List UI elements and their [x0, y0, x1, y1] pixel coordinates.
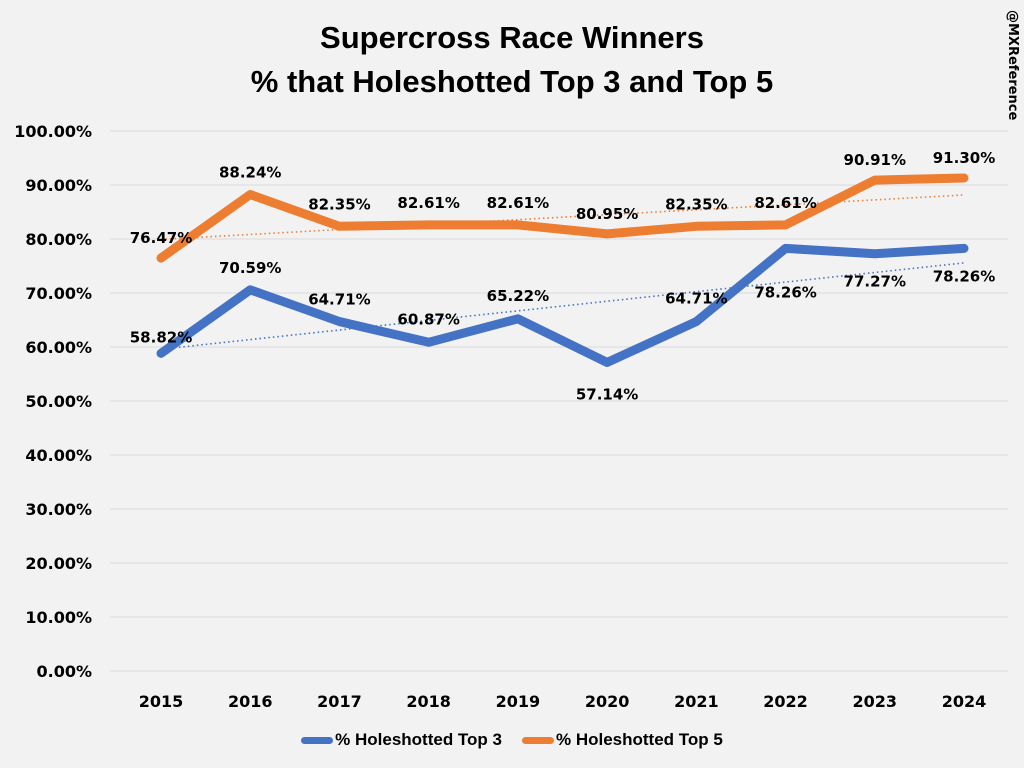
chart-title-line-2: % that Holeshotted Top 3 and Top 5 — [250, 64, 774, 99]
data-label: 80.95% — [576, 205, 638, 223]
y-axis-ticks: 0.00% 10.00% 20.00% 30.00% 40.00% 50.00% 60.00… — [14, 122, 92, 681]
data-label: 64.71% — [665, 290, 727, 308]
y-tick-label: 60.00% — [25, 338, 92, 357]
data-label: 82.35% — [308, 195, 370, 213]
y-tick-label: 10.00% — [25, 608, 92, 627]
data-label: 76.47% — [130, 229, 192, 247]
x-axis-ticks: 2015 2016 2017 2018 2019 2020 2021 2022 2023 2024 — [139, 692, 987, 711]
data-label: 70.59% — [219, 259, 281, 277]
series-line-top3 — [156, 243, 969, 367]
x-tick-label: 2023 — [853, 692, 898, 711]
y-tick-label: 20.00% — [25, 554, 92, 573]
x-tick-label: 2019 — [496, 692, 541, 711]
x-tick-label: 2022 — [763, 692, 808, 711]
data-label: 91.30% — [933, 149, 995, 167]
x-tick-label: 2015 — [139, 692, 184, 711]
legend-swatch-top3 — [301, 736, 334, 744]
y-tick-label: 100.00% — [14, 122, 92, 141]
legend-swatch-top5 — [522, 736, 554, 744]
legend-label-top3: % Holeshotted Top 3 — [335, 730, 502, 749]
y-tick-label: 80.00% — [25, 230, 92, 249]
series-line-top5 — [156, 173, 969, 263]
data-label: 82.61% — [487, 194, 549, 212]
data-label: 82.61% — [754, 194, 816, 212]
data-label: 64.71% — [308, 291, 370, 309]
x-tick-label: 2016 — [228, 692, 273, 711]
data-label: 78.26% — [933, 267, 995, 285]
x-tick-label: 2024 — [942, 692, 987, 711]
data-label: 60.87% — [397, 310, 459, 328]
y-tick-label: 70.00% — [25, 284, 92, 303]
data-label: 65.22% — [487, 287, 549, 305]
chart-title-line-1: Supercross Race Winners — [320, 20, 704, 55]
data-label: 57.14% — [576, 385, 638, 403]
y-tick-label: 30.00% — [25, 500, 92, 519]
x-tick-label: 2018 — [406, 692, 451, 711]
legend-label-top5: % Holeshotted Top 5 — [556, 730, 723, 749]
series-lines — [156, 173, 969, 367]
x-tick-label: 2017 — [317, 692, 362, 711]
data-label: 77.27% — [844, 273, 906, 291]
y-tick-label: 90.00% — [25, 176, 92, 195]
legend: % Holeshotted Top 3 % Holeshotted Top 5 — [0, 730, 1024, 750]
data-label: 82.35% — [665, 195, 727, 213]
data-label: 88.24% — [219, 164, 281, 182]
data-label: 58.82% — [130, 328, 192, 346]
data-labels: 58.82% 70.59% 64.71% 60.87% 65.22% 57.14% 64.7… — [130, 149, 995, 403]
legend-item-top5[interactable]: % Holeshotted Top 5 — [522, 730, 723, 750]
watermark: @MXReference — [1005, 10, 1020, 121]
y-tick-label: 0.00% — [36, 662, 92, 681]
y-tick-label: 50.00% — [25, 392, 92, 411]
y-tick-label: 40.00% — [25, 446, 92, 465]
x-tick-label: 2021 — [674, 692, 719, 711]
x-tick-label: 2020 — [585, 692, 630, 711]
data-label: 78.26% — [754, 283, 816, 301]
gridlines — [110, 130, 1008, 672]
data-label: 90.91% — [844, 151, 906, 169]
data-label: 82.61% — [397, 194, 459, 212]
legend-item-top3[interactable]: % Holeshotted Top 3 — [301, 730, 502, 750]
